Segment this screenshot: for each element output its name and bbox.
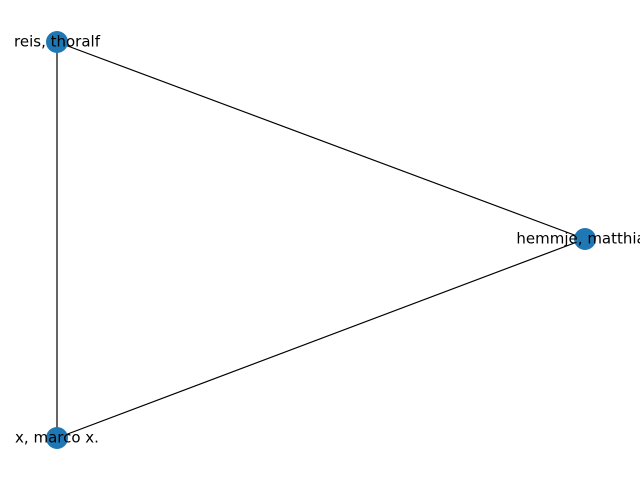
node-label-x: x, marco x. [15, 429, 99, 447]
node-hemmje [574, 228, 596, 250]
node-reis [46, 31, 68, 53]
node-label-hemmje: hemmje, matthias [516, 230, 640, 248]
nodes-layer [46, 31, 596, 449]
edge-hemmje-x [56, 238, 586, 439]
edge-reis-hemmje [56, 41, 586, 240]
labels-layer: reis, thoralf hemmje, matthias x, marco x. [14, 33, 640, 447]
node-label-reis: reis, thoralf [14, 33, 101, 51]
node-x [46, 427, 68, 449]
edges-layer [56, 41, 586, 439]
